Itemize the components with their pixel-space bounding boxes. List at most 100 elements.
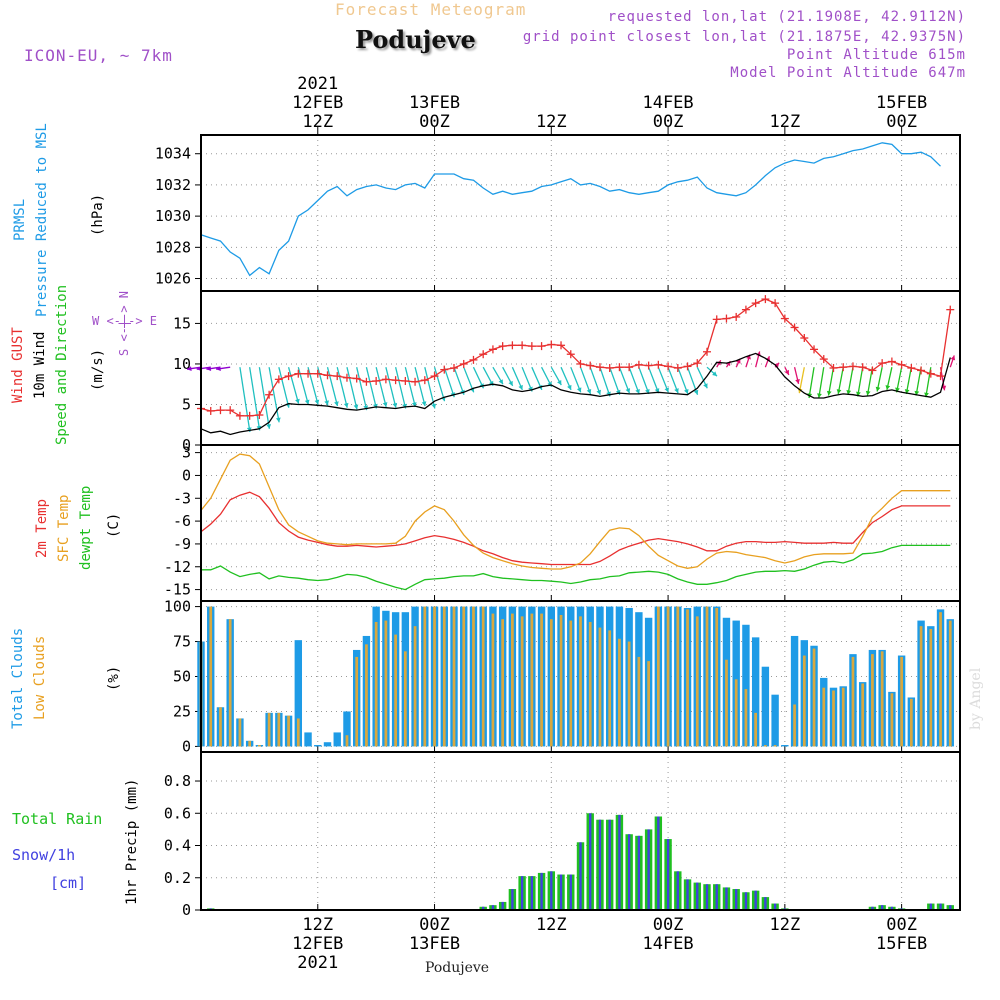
wind-arrow-head (431, 403, 437, 409)
y-tick-label: -3 (173, 489, 191, 507)
wind-direction-arrow (798, 367, 805, 394)
wind-direction-arrow (278, 367, 290, 408)
y-tick-label: -6 (173, 512, 191, 530)
precip-legend-label: [cm] (50, 874, 86, 892)
snow-bar (589, 813, 592, 910)
top-title: Forecast Meteogram (335, 0, 527, 19)
y-tick-label: 0 (182, 466, 191, 484)
wind-arrow-head (596, 389, 601, 395)
series-line-dewpt-temp (201, 544, 951, 591)
wind-arrow-head (334, 401, 339, 407)
y-tick-label: 0.6 (164, 804, 191, 822)
wind-arrow-head (187, 366, 192, 371)
wind-arrow-head (275, 417, 281, 423)
y-tick-label: 1026 (155, 270, 191, 288)
low-cloud-bar (491, 613, 495, 747)
total-cloud-bar (781, 745, 789, 747)
wind-arrow-head (836, 389, 842, 394)
snow-bar (676, 871, 679, 910)
low-cloud-bar (452, 606, 456, 747)
snow-bar (550, 871, 553, 910)
temp-unit-label: (C) (106, 512, 122, 538)
wind-compass: W <-|-> E (92, 314, 157, 328)
low-cloud-bar (365, 644, 368, 747)
panel-frame (200, 751, 961, 911)
wind-arrow-head (343, 402, 349, 408)
low-cloud-bar (793, 704, 796, 747)
wind-arrow-head (518, 384, 523, 390)
wind-direction-arrow (827, 367, 835, 396)
total-cloud-bar (333, 732, 341, 747)
y-tick-label: 0.4 (164, 837, 191, 855)
wind-direction-arrow (589, 366, 601, 395)
low-cloud-bar (481, 606, 485, 747)
wind-direction-arrow (657, 366, 669, 393)
low-cloud-bar (705, 606, 709, 747)
clouds-panel-label: Total Clouds (10, 627, 26, 729)
bottom-time-label: 12Z (536, 915, 567, 935)
low-cloud-bar (258, 745, 261, 747)
low-cloud-bar (267, 712, 271, 747)
wind-direction-arrow (818, 367, 825, 399)
low-cloud-bar (773, 745, 777, 747)
top-time-label: 2021 (297, 74, 338, 94)
wind-arrow-head (508, 380, 513, 386)
snow-bar (735, 889, 738, 910)
low-cloud-bar (832, 690, 835, 747)
wind-direction-arrow (570, 366, 582, 393)
low-cloud-bar (209, 606, 213, 747)
wind-arrow-head (295, 398, 300, 404)
precip-legend-label: Total Rain (12, 810, 102, 828)
y-tick-label: 0 (182, 436, 191, 454)
low-cloud-bar (686, 609, 689, 747)
wind-direction-arrow (463, 366, 475, 393)
series-line-10m-wind (200, 352, 951, 436)
y-tick-label: 0 (182, 737, 191, 755)
low-cloud-bar (695, 616, 699, 747)
low-cloud-bar (929, 628, 933, 747)
low-cloud-bar (802, 655, 806, 747)
wind-arrow-head (875, 386, 881, 392)
low-cloud-bar (442, 606, 446, 747)
low-cloud-bar (219, 707, 222, 747)
low-cloud-bar (238, 718, 242, 747)
bottom-time-label: 15FEB (876, 934, 927, 954)
low-cloud-bar (530, 613, 534, 747)
low-cloud-bar (598, 627, 602, 747)
low-cloud-bar (851, 656, 855, 747)
clouds-panel-label: Low Clouds (32, 635, 48, 721)
wind-direction-arrow (326, 367, 339, 407)
y-tick-label: 1028 (155, 238, 191, 256)
low-cloud-bar (754, 712, 758, 747)
wind-arrow-head (304, 399, 310, 405)
wind-direction-arrow (618, 366, 631, 394)
total-cloud-bar (314, 745, 322, 747)
wind-arrow-head (885, 385, 891, 390)
wind-direction-arrow (453, 366, 465, 395)
wind-arrow-head (246, 427, 252, 433)
wind-direction-arrow (346, 367, 358, 410)
snow-bar (744, 892, 748, 910)
wind-arrow-head (314, 399, 320, 405)
y-tick-label: 100 (164, 598, 191, 616)
wind-arrow-head (693, 389, 699, 395)
wind-arrow-head (817, 393, 822, 398)
low-cloud-bar (345, 735, 349, 747)
wind-arrow-head (392, 402, 398, 408)
top-time-label: 00Z (653, 112, 684, 132)
snow-bar (530, 876, 534, 910)
low-cloud-bar (948, 620, 952, 747)
y-tick-label: 1032 (155, 176, 191, 194)
temp-panel-label: dewpt Temp (78, 485, 94, 571)
snow-bar (929, 903, 932, 910)
top-time-label: 12FEB (292, 93, 343, 113)
bottom-time-label: 12Z (769, 915, 800, 935)
total-cloud-bar (294, 640, 303, 747)
low-cloud-bar (676, 606, 680, 747)
low-cloud-bar (296, 718, 300, 747)
wind-direction-arrow (866, 367, 874, 396)
wind-panel-label: Wind GUST (10, 327, 26, 403)
temp-panel-label: 2m Temp (34, 498, 50, 558)
series-line-sfc-temp (200, 453, 951, 570)
wind-compass: S <-|-> N (117, 291, 131, 356)
